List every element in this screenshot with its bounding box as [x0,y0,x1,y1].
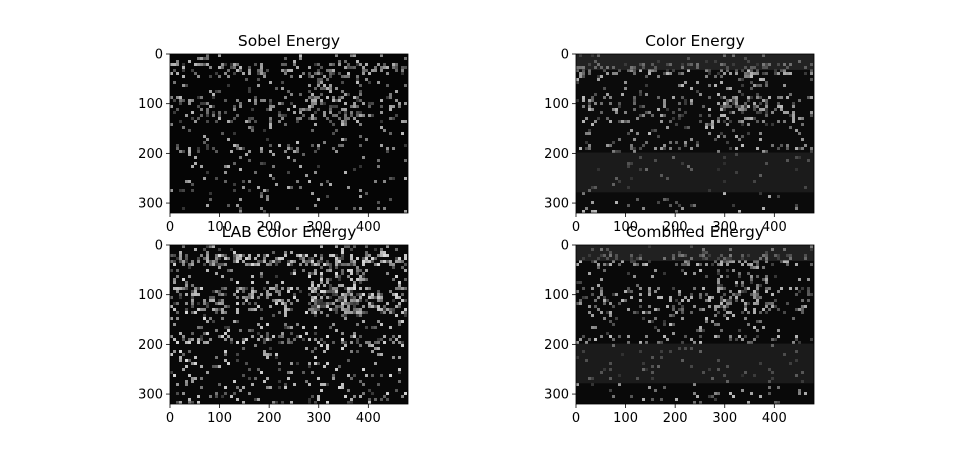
subplot-sobel-energy: Sobel Energy 0 100 200 300 400 0 100 200 300 [138,32,409,235]
combined-energy-xtick-label: 400 [762,411,787,426]
sobel-energy-image-background [170,54,408,213]
color-energy-xtick-label: 200 [663,220,688,235]
color-energy-xtick-label: 300 [712,220,737,235]
combined-energy-title: Combined Energy [626,223,764,241]
color-energy-title: Color Energy [645,32,745,50]
sobel-energy-ytick-label: 300 [138,197,163,212]
combined-energy-xtick-label: 200 [663,411,688,426]
lab-color-energy-ytick-label: 0 [155,239,163,254]
sobel-energy-xtick-label: 400 [356,220,381,235]
combined-energy-frame [575,244,815,405]
sobel-energy-title: Sobel Energy [238,32,340,50]
sobel-energy-image [170,54,408,213]
color-energy-xtick-label: 400 [762,220,787,235]
lab-color-energy-ytick-label: 100 [138,288,163,303]
lab-color-energy-xtick-label: 100 [207,411,232,426]
sobel-energy-xtick-label: 100 [207,220,232,235]
lab-color-energy-title: LAB Color Energy [222,223,357,241]
combined-energy-xtick-label: 100 [613,411,638,426]
combined-energy-image [576,245,814,404]
lab-color-energy-xtick-label: 200 [257,411,282,426]
color-energy-frame [575,53,815,214]
sobel-energy-ytick-label: 0 [155,48,163,63]
color-energy-image [576,54,814,213]
color-energy-xtick-label: 0 [572,220,580,235]
lab-color-energy-frame [169,244,409,405]
color-energy-ytick-label: 300 [544,197,569,212]
color-energy-ytick-label: 100 [544,97,569,112]
lab-color-energy-ytick-label: 200 [138,338,163,353]
lab-color-energy-xtick-label: 300 [306,411,331,426]
sobel-energy-ytick-label: 100 [138,97,163,112]
subplot-lab-color-energy: LAB Color Energy 0 100 200 300 400 0 100 200 300 [138,223,409,426]
color-energy-ytick-label: 200 [544,147,569,162]
lab-color-energy-image-background [170,245,408,404]
sobel-energy-frame [169,53,409,214]
lab-color-energy-image [170,245,408,404]
sobel-energy-ytick-label: 200 [138,147,163,162]
color-energy-xtick-label: 100 [613,220,638,235]
lab-color-energy-ytick-label: 300 [138,388,163,403]
combined-energy-xtick-label: 300 [712,411,737,426]
lab-color-energy-xtick-label: 400 [356,411,381,426]
sobel-energy-xtick-label: 0 [166,220,174,235]
subplot-combined-energy: Combined Energy 0 100 200 300 400 0 100 200 300 [544,223,815,426]
color-energy-ytick-label: 0 [561,48,569,63]
sobel-energy-xtick-label: 300 [306,220,331,235]
combined-energy-ytick-label: 0 [561,239,569,254]
combined-energy-xtick-label: 0 [572,411,580,426]
lab-color-energy-xtick-label: 0 [166,411,174,426]
combined-energy-ytick-label: 100 [544,288,569,303]
combined-energy-ytick-label: 300 [544,388,569,403]
sobel-energy-xtick-label: 200 [257,220,282,235]
combined-energy-ytick-label: 200 [544,338,569,353]
subplot-color-energy: Color Energy 0 100 200 300 400 0 100 200 300 [544,32,815,235]
